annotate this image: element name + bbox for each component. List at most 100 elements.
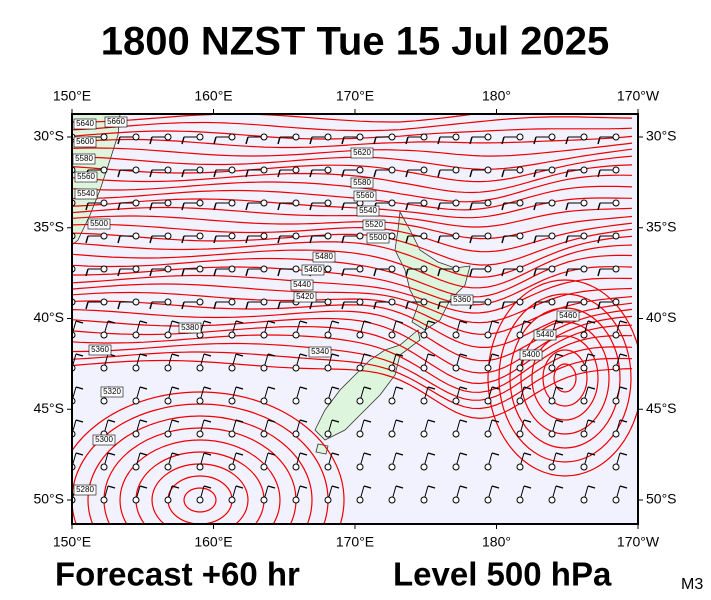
barb-feather [363, 353, 372, 357]
contour-label: 5620 [353, 148, 371, 157]
barb-feather [267, 452, 276, 456]
barb-station [260, 133, 268, 141]
barb-station [164, 331, 172, 339]
barb-feather [395, 353, 404, 357]
barb-feather [213, 202, 217, 211]
barb-feather [363, 320, 372, 324]
barb-station [228, 265, 236, 273]
barb-feather [331, 485, 340, 489]
contour-label: 5560 [77, 172, 95, 181]
barb-feather [533, 268, 537, 277]
barb-feather [149, 202, 153, 211]
barb-feather [139, 320, 148, 324]
contour [72, 244, 633, 289]
contour [72, 334, 633, 393]
barb-feather [213, 136, 217, 145]
barb-feather [491, 452, 500, 456]
barb-station [100, 496, 108, 504]
barb-station [292, 397, 300, 405]
barb-station [612, 331, 620, 339]
barb-station [196, 265, 204, 273]
contour-label: 5380 [181, 323, 199, 332]
barb-station [100, 133, 108, 141]
barb-feather [459, 386, 468, 390]
barb-feather [437, 202, 441, 211]
barb-feather [469, 202, 473, 211]
contour-label-box [92, 434, 116, 446]
barb-station [100, 265, 108, 273]
barb-station [324, 496, 332, 504]
barb-station [612, 232, 620, 240]
barb-station [164, 463, 172, 471]
contour-label: 5440 [536, 330, 554, 339]
barb-station [228, 496, 236, 504]
barb-station [164, 265, 172, 273]
graticule-labels: 150°E 150°E 160°E 160°E 170°E 170°E 180° 180° 17… [33, 88, 676, 550]
contour-label: 5660 [107, 117, 125, 126]
barb-station [420, 166, 428, 174]
barb-station [228, 463, 236, 471]
barb-feather [459, 320, 468, 324]
barb-feather [427, 386, 436, 390]
forecast-label: Forecast +60 hr [55, 556, 300, 593]
barb-station [612, 496, 620, 504]
barb-station [612, 430, 620, 438]
barb-feather [235, 419, 244, 423]
barb-feather [309, 169, 313, 178]
barb-station [292, 199, 300, 207]
barb-feather [149, 136, 153, 145]
barb-feather [619, 485, 628, 489]
barb-feather [395, 485, 404, 489]
barb-feather [54, 302, 56, 309]
contour [531, 335, 599, 421]
barb-feather [491, 320, 500, 324]
barb-station [484, 232, 492, 240]
barb-feather [405, 301, 409, 310]
contour [553, 363, 577, 393]
barb-station [612, 133, 620, 141]
barb-station [612, 364, 620, 372]
barb-station [292, 265, 300, 273]
barb-feather [331, 320, 340, 324]
barb-station [388, 265, 396, 273]
contour [72, 342, 633, 401]
barb-feather [203, 386, 212, 390]
barb-feather [267, 353, 276, 357]
barb-feather [299, 419, 308, 423]
contour-label-box [362, 219, 386, 231]
barb-feather [331, 419, 340, 423]
barb-feather [277, 268, 281, 277]
contour [72, 315, 633, 374]
barb-feather [235, 386, 244, 390]
barb-station [548, 463, 556, 471]
barb-station [452, 496, 460, 504]
barb-station [516, 133, 524, 141]
barb-feather [405, 169, 409, 178]
barb-feather [171, 386, 180, 390]
barb-feather [469, 268, 473, 277]
barb-station [132, 166, 140, 174]
contour [487, 279, 638, 477]
barb-feather [597, 268, 601, 277]
barb-station [164, 133, 172, 141]
contour [183, 487, 217, 513]
barb-feather [437, 136, 441, 145]
barb-feather [235, 485, 244, 489]
barb-feather [523, 419, 532, 423]
barb-feather [235, 353, 244, 357]
contour-label: 5440 [293, 280, 311, 289]
barb-station [580, 199, 588, 207]
barb-station [292, 364, 300, 372]
barb-station [356, 496, 364, 504]
contour [72, 114, 480, 123]
barb-feather [299, 353, 308, 357]
barb-feather [555, 485, 564, 489]
barb-feather [117, 202, 121, 211]
lat-label: 35°S [646, 218, 677, 234]
lat-label: 40°S [33, 309, 64, 325]
barb-feather [555, 353, 564, 357]
barb-feather [587, 419, 596, 423]
barb-station [100, 331, 108, 339]
barb-station [420, 298, 428, 306]
barb-station [580, 133, 588, 141]
